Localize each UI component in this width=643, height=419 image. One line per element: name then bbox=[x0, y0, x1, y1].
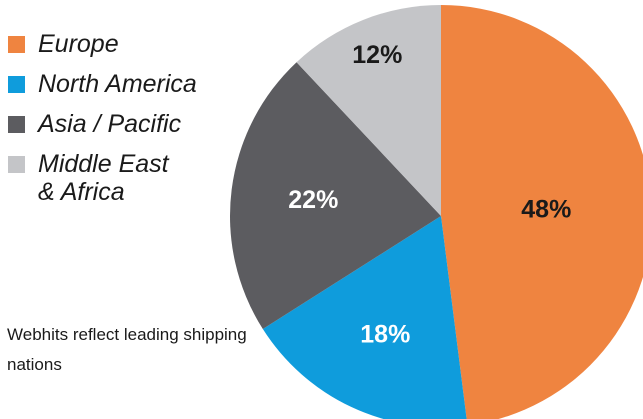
legend-item-europe: Europe bbox=[8, 30, 197, 70]
legend-label-north-america: North America bbox=[38, 70, 197, 98]
pie-slice-north-america bbox=[262, 216, 467, 419]
legend-swatch-europe bbox=[8, 36, 25, 53]
legend-item-middle-east-africa: Middle East & Africa bbox=[8, 150, 197, 206]
legend-label-europe: Europe bbox=[38, 30, 119, 58]
legend-item-asia-pacific: Asia / Pacific bbox=[8, 110, 197, 150]
chart-note: Webhits reflect leading shipping nations bbox=[7, 325, 247, 374]
pie-slice-asia-pacific bbox=[229, 62, 441, 330]
data-label-europe: 48% bbox=[521, 195, 571, 223]
legend-swatch-asia-pacific bbox=[8, 116, 25, 133]
legend-swatch-north-america bbox=[8, 76, 25, 93]
data-label-asia-pacific: 22% bbox=[288, 186, 338, 214]
pie-slice-middle-east-africa bbox=[296, 4, 441, 216]
legend-item-north-america: North America bbox=[8, 70, 197, 110]
legend: Europe North America Asia / Pacific Midd… bbox=[8, 30, 197, 206]
legend-label-middle-east-africa: Middle East & Africa bbox=[38, 150, 169, 206]
legend-swatch-middle-east-africa bbox=[8, 156, 25, 173]
pie-labels: 48% 18% 22% 12% bbox=[288, 41, 571, 348]
legend-label-asia-pacific: Asia / Pacific bbox=[38, 110, 182, 138]
pie-slice-europe bbox=[441, 5, 643, 419]
pie-slices bbox=[229, 4, 643, 419]
data-label-middle-east-africa: 12% bbox=[352, 41, 402, 69]
data-label-north-america: 18% bbox=[360, 320, 410, 348]
